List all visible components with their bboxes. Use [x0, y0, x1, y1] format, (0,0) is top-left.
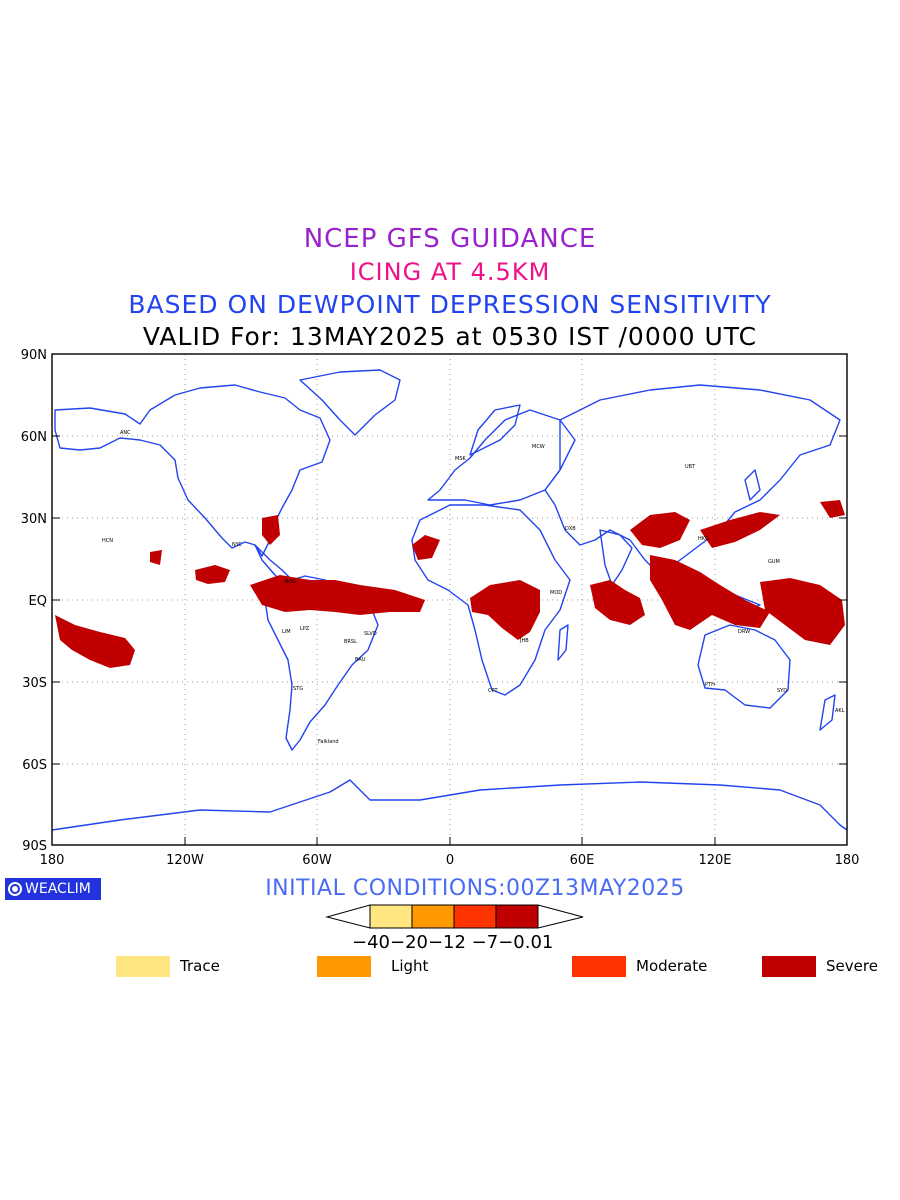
map-ticks: [52, 435, 847, 845]
legend-item-moderate: Moderate: [572, 955, 707, 977]
station-label: Falkland: [318, 739, 339, 745]
lon-axis-labels: 180 120W 60W 0 60E 120E 180: [40, 853, 860, 868]
coast-scandinavia: [469, 404, 521, 456]
station-label: LIM: [282, 629, 291, 635]
coast-africa: [411, 504, 571, 696]
lat-label: 30S: [22, 676, 47, 691]
icing-area-indian-ocean: [590, 580, 645, 625]
title-method: BASED ON DEWPOINT DEPRESSION SENSITIVITY: [128, 290, 772, 319]
lon-label: 60W: [302, 853, 332, 868]
lon-label: 180: [40, 853, 65, 868]
lat-label: 60S: [22, 758, 47, 773]
icing-area-north-pacific: [820, 500, 845, 518]
colorbar-min-arrow: [325, 904, 371, 929]
station-label: SLVD: [364, 631, 377, 637]
station-label: BOG: [285, 579, 296, 585]
station-label: LPZ: [300, 626, 310, 632]
lon-label: 120E: [698, 853, 731, 868]
station-label: ANC: [120, 430, 131, 436]
station-label: HCN: [102, 538, 113, 544]
legend-label: Trace: [180, 957, 220, 975]
coast-new-zealand: [819, 694, 836, 731]
lat-label: 60N: [21, 430, 47, 445]
icing-severe-regions: [55, 500, 845, 668]
icing-area-gulf: [262, 515, 280, 545]
title-parameter: ICING AT 4.5KM: [349, 258, 551, 286]
icing-area-pacific-central: [150, 550, 162, 565]
lat-label: 90S: [22, 839, 47, 854]
legend-item-light: Light: [317, 955, 428, 977]
colorbar-trace: [369, 904, 413, 929]
station-label: GUM: [768, 559, 780, 565]
station-label: BAU: [355, 657, 366, 663]
initial-conditions: INITIAL CONDITIONS:00Z13MAY2025: [265, 876, 685, 901]
lat-label: 30N: [21, 512, 47, 527]
colorbar-light: [411, 904, 455, 929]
station-label: CPT: [488, 688, 499, 694]
lat-label: EQ: [29, 594, 47, 609]
station-label: AKL: [835, 708, 845, 714]
logo-text: WEACLIM: [25, 881, 91, 897]
title-model: NCEP GFS GUIDANCE: [303, 224, 597, 254]
station-label: JHB: [519, 638, 529, 644]
legend-item-severe: Severe: [762, 955, 878, 977]
legend-item-trace: Trace: [116, 955, 220, 977]
icing-area-mexico: [195, 565, 230, 584]
station-label: DXB: [565, 526, 576, 532]
coast-madagascar: [557, 624, 569, 661]
station-label: MCW: [532, 444, 545, 450]
legend-swatch: [762, 955, 816, 977]
station-label: DRW: [738, 629, 750, 635]
lon-label: 120W: [166, 853, 204, 868]
icing-area-south-china: [700, 512, 780, 548]
legend-label: Severe: [826, 957, 878, 975]
station-label: MSK: [455, 456, 466, 462]
icing-area-central-africa: [470, 580, 540, 640]
station-label: HKG: [698, 536, 709, 542]
icing-area-west-pacific: [760, 578, 845, 645]
coast-india: [599, 529, 633, 586]
legend-swatch: [317, 955, 371, 977]
station-label: MOD: [550, 590, 562, 596]
coastlines: [51, 369, 848, 831]
icing-area-pacific-south: [55, 615, 135, 668]
colorbar-max-arrow: [537, 904, 584, 929]
lon-label: 0: [446, 853, 454, 868]
legend-label: Moderate: [636, 957, 708, 975]
coast-greenland: [299, 369, 401, 436]
title-valid-time: VALID For: 13MAY2025 at 0530 IST /0000 U…: [142, 322, 758, 351]
coast-australia: [697, 624, 791, 709]
colorbar: [325, 904, 584, 929]
station-label: NYC: [232, 542, 243, 548]
colorbar-tick-labels: −40−20−12 −7−0.01: [352, 932, 553, 953]
legend-swatch: [572, 955, 626, 977]
icing-area-west-africa: [412, 535, 440, 560]
coast-antarctica: [51, 779, 848, 831]
station-label: BRSL: [344, 639, 357, 645]
icing-area-tibet: [630, 512, 690, 548]
station-label: PTH: [705, 682, 715, 688]
station-label: UBT: [685, 464, 696, 470]
weaclim-logo: WEACLIM: [5, 878, 101, 900]
legend-label: Light: [391, 957, 429, 975]
lon-label: 180: [835, 853, 860, 868]
lat-label: 90N: [21, 348, 47, 363]
station-label: STG: [293, 686, 303, 692]
colorbar-severe: [495, 904, 539, 929]
lon-label: 60E: [570, 853, 595, 868]
lat-axis-labels: 90N 60N 30N EQ 30S 60S 90S: [21, 348, 47, 854]
icing-area-maritime-continent: [650, 555, 770, 630]
station-labels: ANC MSK MCW HCN NYC Falkland CPT JHB DXB…: [102, 430, 845, 745]
colorbar-moderate: [453, 904, 497, 929]
icing-area-tropical-atlantic: [250, 575, 425, 615]
legend-swatch: [116, 955, 170, 977]
station-label: SYD: [777, 688, 787, 694]
globe-icon: [8, 882, 22, 896]
coast-japan: [744, 469, 761, 501]
